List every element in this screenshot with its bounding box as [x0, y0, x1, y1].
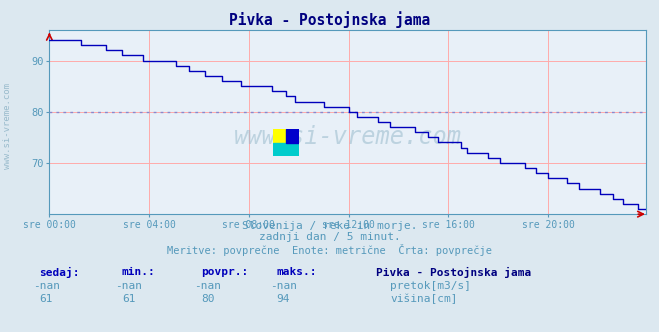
- Text: sedaj:: sedaj:: [40, 267, 80, 278]
- Text: pretok[m3/s]: pretok[m3/s]: [390, 281, 471, 290]
- Text: min.:: min.:: [122, 267, 156, 277]
- Text: višina[cm]: višina[cm]: [390, 294, 457, 304]
- Text: www.si-vreme.com: www.si-vreme.com: [3, 83, 13, 169]
- Text: 61: 61: [40, 294, 53, 304]
- Text: 80: 80: [201, 294, 214, 304]
- Text: -nan: -nan: [33, 281, 59, 290]
- Text: Meritve: povprečne  Enote: metrične  Črta: povprečje: Meritve: povprečne Enote: metrične Črta:…: [167, 244, 492, 256]
- Bar: [273, 129, 286, 143]
- Text: Pivka - Postojnska jama: Pivka - Postojnska jama: [376, 267, 531, 278]
- Text: 61: 61: [122, 294, 135, 304]
- Text: Slovenija / reke in morje.: Slovenija / reke in morje.: [242, 221, 417, 231]
- Bar: [286, 129, 299, 143]
- Text: -nan: -nan: [194, 281, 221, 290]
- Bar: [273, 143, 299, 156]
- Text: maks.:: maks.:: [277, 267, 317, 277]
- Text: Pivka - Postojnska jama: Pivka - Postojnska jama: [229, 12, 430, 29]
- Text: zadnji dan / 5 minut.: zadnji dan / 5 minut.: [258, 232, 401, 242]
- Text: -nan: -nan: [270, 281, 297, 290]
- Text: www.si-vreme.com: www.si-vreme.com: [234, 125, 461, 149]
- Text: povpr.:: povpr.:: [201, 267, 248, 277]
- Text: -nan: -nan: [115, 281, 142, 290]
- Text: 94: 94: [277, 294, 290, 304]
